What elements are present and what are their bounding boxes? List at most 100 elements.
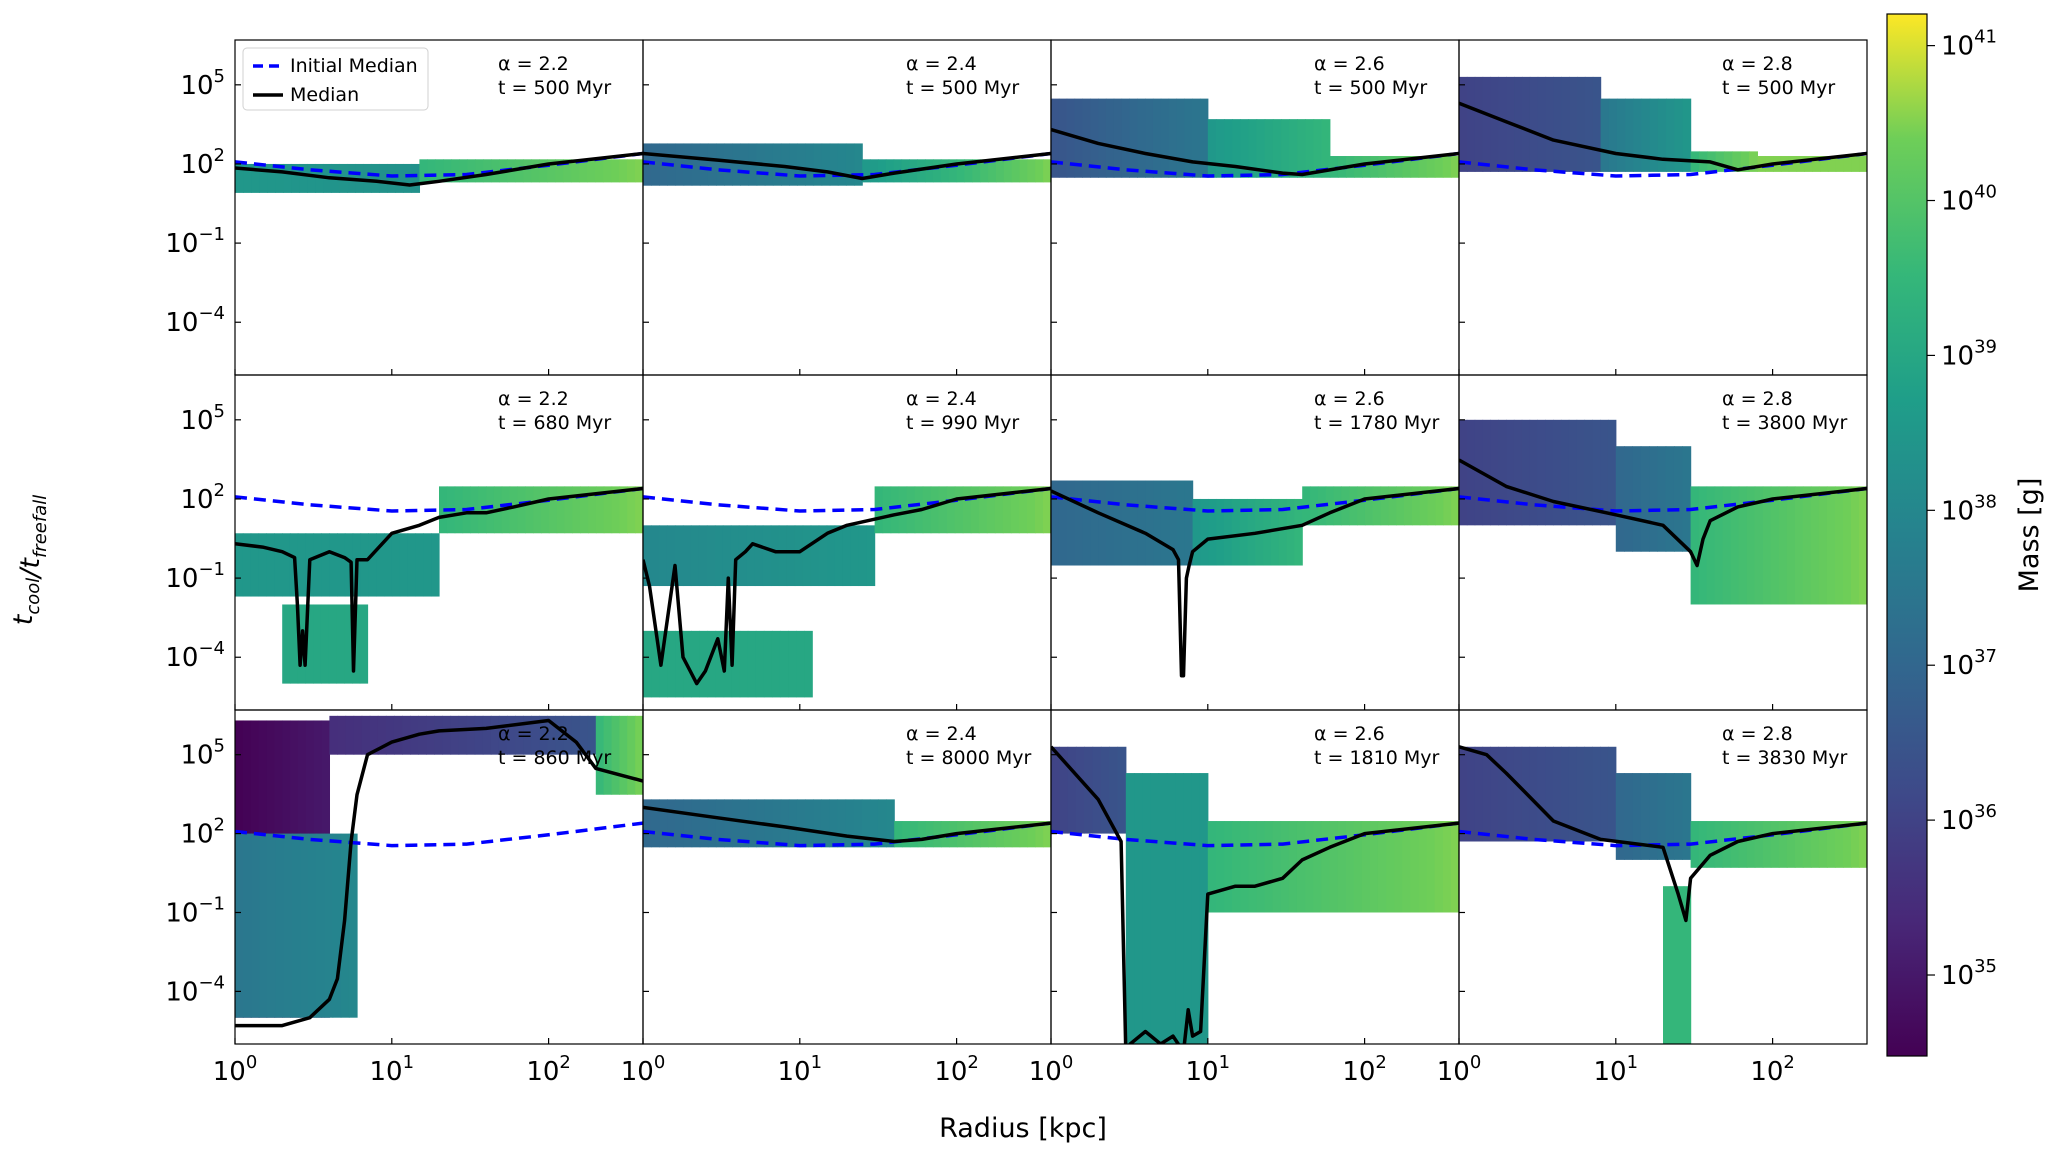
mass-cell [1450, 821, 1459, 913]
mass-cell [305, 604, 314, 684]
mass-cell [320, 604, 330, 684]
mass-cell [1043, 821, 1051, 848]
mass-cell [1498, 746, 1507, 842]
mass-cell [283, 833, 293, 1018]
mass-cell [1394, 156, 1404, 178]
mass-cell [1666, 98, 1675, 172]
mass-cell [1305, 821, 1314, 913]
mass-cell [541, 486, 550, 534]
mass-cell [267, 833, 277, 1018]
mass-cell [829, 143, 839, 186]
mass-cell [329, 715, 339, 755]
mass-cell [1002, 486, 1012, 534]
mass-cell [1152, 98, 1162, 178]
mass-cell [531, 715, 540, 755]
mass-cell [329, 533, 338, 597]
mass-cell [1240, 119, 1250, 178]
mass-cell [470, 486, 479, 534]
mass-cell [572, 486, 581, 534]
mass-cell [1353, 821, 1363, 913]
mass-cell [377, 715, 387, 755]
mass-cell [1762, 486, 1772, 605]
mass-cell [1576, 746, 1586, 842]
mass-cell [716, 143, 725, 186]
mass-cell [283, 163, 292, 193]
mass-cell [627, 486, 636, 534]
mass-cell [886, 799, 895, 848]
mass-cell [925, 821, 935, 848]
mass-cell [1568, 746, 1578, 842]
mass-cell [1380, 486, 1390, 526]
mass-cell [1490, 76, 1499, 172]
mass-cell [1215, 821, 1225, 913]
mass-cell [1682, 773, 1692, 860]
mass-cell [427, 159, 436, 183]
mass-cell [1649, 773, 1658, 860]
mass-cell [877, 159, 887, 183]
mass-cell [434, 715, 444, 755]
mass-cell [786, 525, 796, 587]
mass-cell [1482, 746, 1491, 842]
mass-cell [313, 533, 322, 597]
mass-cell [858, 525, 868, 587]
mass-cell [267, 163, 276, 193]
y-tick-label: 102 [180, 815, 225, 850]
mass-cell [1600, 746, 1609, 842]
mass-cell [1529, 746, 1538, 842]
mass-cell [1264, 119, 1274, 178]
mass-cell [1191, 773, 1201, 1044]
alpha-label: α = 2.6 [1314, 388, 1385, 410]
x-tick-label: 102 [1342, 1052, 1387, 1087]
mass-cell [387, 163, 396, 193]
mass-cell [1297, 119, 1307, 178]
mass-cell [1011, 159, 1021, 183]
mass-cell [307, 163, 316, 193]
mass-cell [1435, 486, 1444, 526]
mass-cell [1402, 156, 1412, 178]
mass-cell [466, 715, 476, 755]
mass-cell [324, 833, 334, 1018]
time-label: t = 3800 Myr [1722, 412, 1847, 434]
mass-cell [1649, 446, 1658, 552]
mass-cell [1560, 746, 1570, 842]
panel-7: α = 2.6t = 1780 Myr [1050, 374, 1460, 711]
mass-cell [1113, 98, 1123, 178]
mass-cell [1474, 76, 1484, 172]
mass-cell [1682, 98, 1692, 172]
mass-cell [1514, 76, 1523, 172]
mass-cell [1657, 773, 1667, 860]
mass-cell [443, 159, 452, 183]
y-tick-label: 102 [180, 145, 225, 180]
y-tick-label: 105 [180, 736, 225, 771]
mass-cell [698, 525, 708, 587]
mass-cell [1305, 119, 1315, 178]
panel-6: α = 2.4t = 990 Myr [642, 374, 1052, 711]
mass-cell [348, 833, 358, 1018]
mass-cell [682, 525, 692, 587]
mass-cell [1090, 480, 1099, 566]
panel-frame [1458, 709, 1868, 1045]
mass-cell [1804, 156, 1813, 172]
mass-cell [1208, 498, 1217, 566]
mass-cell [1313, 119, 1323, 178]
mass-cell [1561, 76, 1570, 172]
mass-cell [351, 604, 361, 684]
mass-cell [1349, 486, 1358, 526]
mass-cell [1757, 156, 1766, 172]
mass-cell [1074, 480, 1084, 566]
mass-cell [699, 799, 709, 848]
mass-cell [667, 799, 677, 848]
mass-cell [730, 525, 740, 587]
mass-cell [1410, 156, 1420, 178]
mass-cell [731, 630, 741, 698]
mass-cell [1545, 76, 1555, 172]
mass-cell [384, 533, 393, 597]
mass-cell [1019, 159, 1028, 183]
mass-cell [332, 833, 342, 1018]
mass-cell [1026, 486, 1036, 534]
time-label: t = 3830 Myr [1722, 747, 1847, 769]
mass-cell [877, 799, 887, 848]
colorbar-label: Mass [g] [2014, 478, 2045, 593]
mass-cell [1224, 821, 1233, 913]
mass-cell [308, 833, 317, 1018]
